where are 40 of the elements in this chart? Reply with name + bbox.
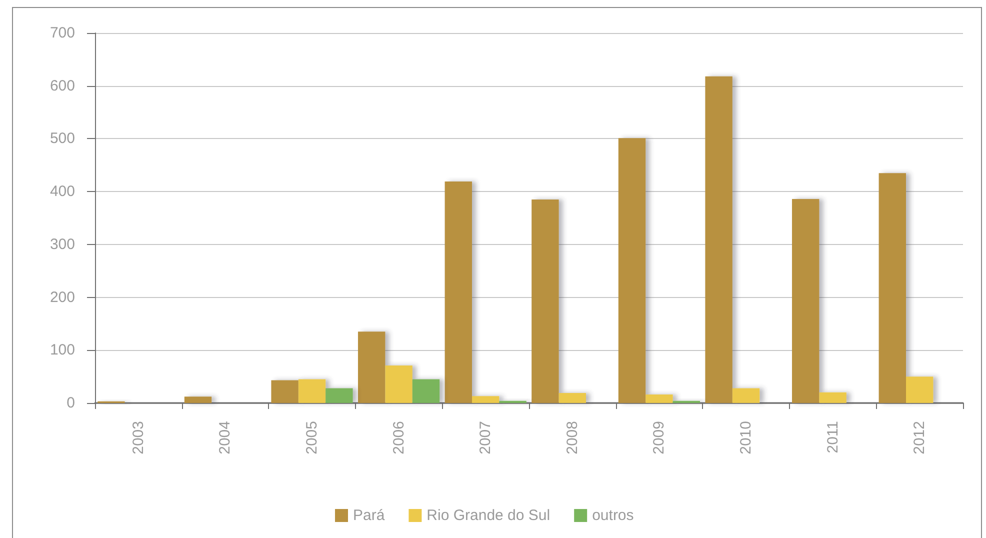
bar — [298, 379, 326, 403]
bar — [326, 388, 353, 403]
bar — [558, 392, 586, 403]
bar — [385, 365, 412, 403]
bar — [618, 138, 646, 403]
bar — [646, 394, 673, 403]
bar — [358, 332, 386, 403]
x-tick-label: 2011 — [824, 421, 842, 454]
legend-label: Rio Grande do Sul — [426, 507, 550, 524]
bar — [792, 198, 820, 403]
bar — [705, 76, 732, 403]
legend-label: outros — [592, 507, 634, 524]
x-tick-label: 2010 — [738, 421, 754, 454]
bar — [732, 388, 760, 403]
bar — [819, 392, 846, 403]
x-tick-label: 2009 — [650, 421, 668, 454]
bar — [412, 379, 440, 403]
y-tick-label: 600 — [50, 77, 75, 94]
bar — [472, 396, 500, 403]
bar — [532, 200, 559, 403]
x-tick-label: 2004 — [216, 421, 234, 454]
y-tick-label: 200 — [50, 288, 75, 306]
x-tick-label: 2008 — [564, 421, 581, 454]
x-tick-label: 2003 — [130, 421, 147, 454]
bar — [906, 376, 934, 403]
bar — [271, 380, 298, 403]
legend-label: Pará — [353, 507, 386, 524]
y-tick-label: 400 — [50, 183, 75, 200]
y-tick-label: 100 — [50, 342, 75, 359]
y-tick-label: 500 — [50, 130, 75, 148]
x-tick-label: 2005 — [304, 421, 320, 454]
x-tick-label: 2012 — [911, 421, 928, 454]
x-tick-label: 2007 — [477, 421, 494, 454]
y-tick-label: 300 — [50, 236, 75, 253]
y-tick-label: 0 — [66, 394, 75, 412]
bar — [184, 396, 212, 403]
bar — [878, 173, 906, 403]
bar — [444, 182, 472, 403]
x-tick-label: 2006 — [390, 421, 408, 454]
y-tick-label: 700 — [50, 24, 75, 42]
